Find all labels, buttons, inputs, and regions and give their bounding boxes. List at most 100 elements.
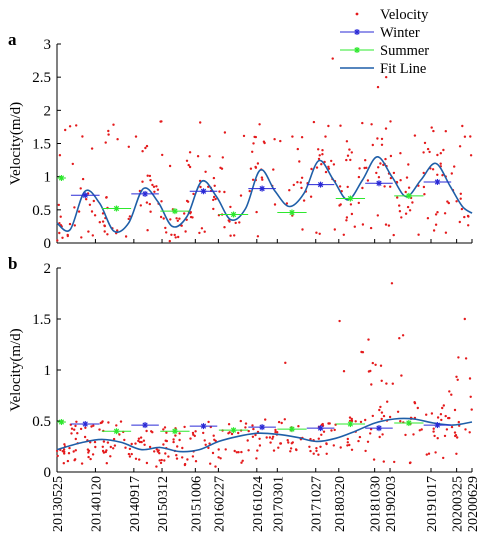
velocity-point <box>188 151 192 154</box>
velocity-point <box>94 445 97 449</box>
velocity-point <box>104 450 108 454</box>
velocity-point <box>338 319 341 323</box>
legend-label: Winter <box>380 25 420 41</box>
velocity-point <box>214 465 217 468</box>
velocity-point <box>409 461 412 464</box>
velocity-point <box>447 201 450 205</box>
velocity-point <box>436 153 439 157</box>
velocity-point <box>338 204 341 207</box>
velocity-point <box>418 429 421 432</box>
velocity-point <box>400 216 403 219</box>
velocity-point <box>252 427 255 431</box>
velocity-point <box>426 147 430 151</box>
velocity-point <box>188 165 192 169</box>
velocity-point <box>105 462 109 465</box>
velocity-point <box>383 185 386 188</box>
velocity-point <box>73 428 76 431</box>
velocity-point <box>144 146 147 150</box>
velocity-point <box>93 214 97 217</box>
velocity-point <box>107 421 110 424</box>
legend-label: Velocity <box>380 7 429 23</box>
velocity-point <box>342 370 346 373</box>
velocity-point <box>134 457 138 460</box>
velocity-point <box>361 186 364 190</box>
velocity-point <box>380 411 384 414</box>
velocity-point <box>251 435 255 438</box>
velocity-point <box>345 216 349 219</box>
velocity-point <box>249 167 253 170</box>
velocity-point <box>80 462 84 465</box>
velocity-point <box>321 149 324 152</box>
velocity-point <box>177 235 180 239</box>
velocity-point <box>456 436 459 439</box>
velocity-point <box>101 220 105 223</box>
velocity-point <box>439 162 442 165</box>
velocity-point <box>392 171 396 175</box>
velocity-point <box>234 221 237 225</box>
y-tick-label: 1.5 <box>32 312 51 328</box>
velocity-point <box>407 186 411 189</box>
velocity-point <box>317 157 321 161</box>
velocity-point <box>425 453 428 456</box>
velocity-point <box>76 432 79 435</box>
velocity-point <box>271 435 275 438</box>
velocity-point <box>244 422 248 425</box>
velocity-point <box>56 454 59 458</box>
velocity-point <box>450 172 453 175</box>
velocity-point <box>68 446 71 450</box>
velocity-point <box>202 431 205 435</box>
velocity-point <box>463 317 466 321</box>
velocity-point <box>379 364 383 367</box>
velocity-point <box>276 431 279 434</box>
velocity-point <box>309 449 312 453</box>
velocity-point <box>112 123 115 126</box>
velocity-point <box>103 230 106 233</box>
velocity-point <box>240 461 243 464</box>
velocity-point <box>227 432 230 435</box>
velocity-point <box>324 135 327 138</box>
velocity-point <box>432 229 436 232</box>
velocity-point <box>73 459 76 462</box>
velocity-point <box>79 187 82 190</box>
velocity-point <box>430 412 434 415</box>
velocity-point <box>315 449 318 453</box>
velocity-point <box>155 448 158 451</box>
velocity-point <box>107 133 110 136</box>
velocity-point <box>389 154 393 158</box>
velocity-point <box>169 218 172 221</box>
velocity-point <box>360 350 363 354</box>
velocity-point <box>458 220 461 224</box>
velocity-point <box>139 436 143 439</box>
velocity-point <box>263 141 266 145</box>
velocity-point <box>254 165 257 169</box>
velocity-point <box>155 465 158 468</box>
summer-mean-marker <box>405 192 412 199</box>
x-tick-label: 20161024 <box>251 476 266 532</box>
velocity-point <box>208 442 211 445</box>
velocity-point <box>273 138 276 141</box>
velocity-point <box>445 428 449 431</box>
velocity-point <box>233 234 236 237</box>
velocity-point <box>123 438 126 442</box>
velocity-point <box>358 435 362 439</box>
velocity-point <box>315 231 318 234</box>
velocity-point <box>68 125 72 128</box>
velocity-point <box>128 447 132 451</box>
summer-mean-marker <box>113 428 120 435</box>
velocity-point <box>181 446 184 450</box>
velocity-point <box>413 134 417 137</box>
velocity-point <box>436 416 440 419</box>
velocity-point <box>67 452 71 455</box>
velocity-point <box>130 452 133 456</box>
velocity-point <box>264 418 267 421</box>
velocity-point <box>272 168 275 171</box>
velocity-point <box>162 443 165 446</box>
velocity-point <box>199 121 202 124</box>
velocity-point <box>291 135 294 138</box>
velocity-point <box>156 450 160 453</box>
velocity-point <box>298 160 301 163</box>
velocity-point <box>145 429 148 433</box>
velocity-point <box>447 416 450 420</box>
velocity-point <box>191 431 195 435</box>
velocity-point <box>442 148 445 152</box>
